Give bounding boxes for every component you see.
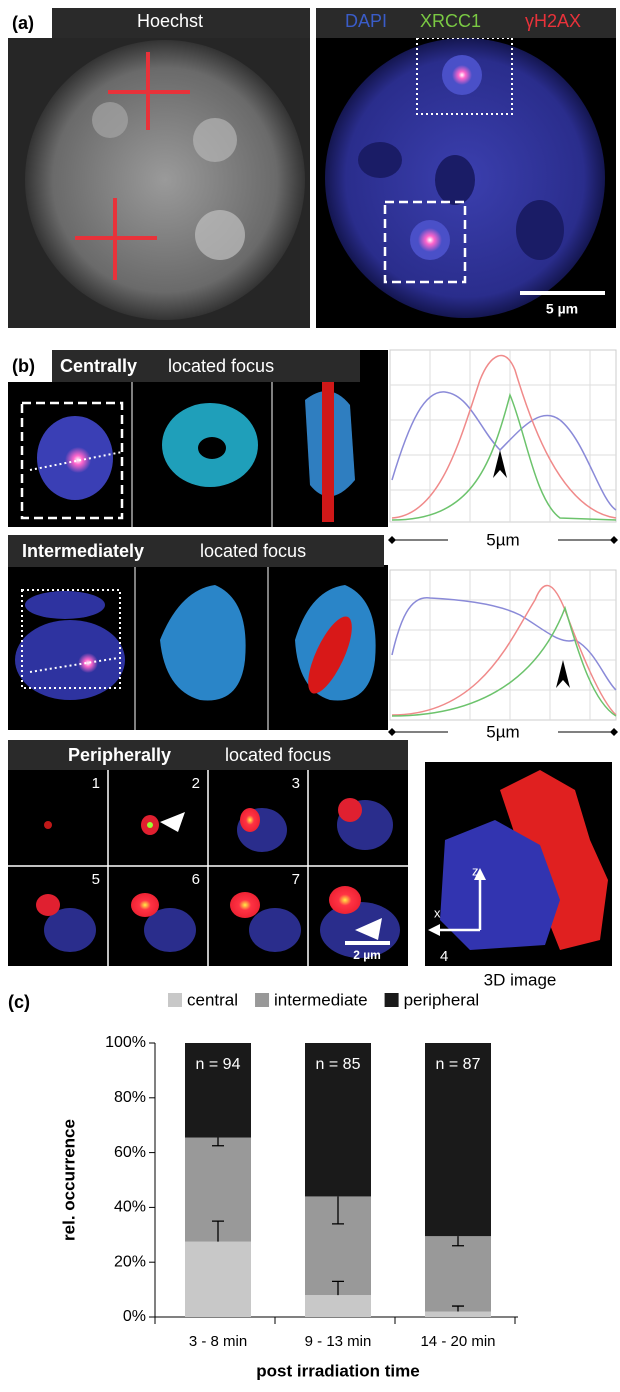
x-tick-label: 9 - 13 min xyxy=(305,1333,372,1350)
section-title: located focus xyxy=(200,541,306,561)
caption: 3D image xyxy=(484,970,557,989)
frame-number: 7 xyxy=(292,871,300,888)
panel-b-central: (b) Centrally located focus 5µm xyxy=(8,350,618,549)
frame-number: 3 xyxy=(292,775,300,792)
channel-title: Hoechst xyxy=(137,11,203,31)
figure: (a) Hoechst 5 µm DAPI XRCC1 γH2AX (b) Ce… xyxy=(0,0,620,1387)
channel-title: DAPI xyxy=(345,11,387,31)
annotation: n = 94 xyxy=(196,1056,241,1073)
panel-label: (b) xyxy=(12,356,35,376)
panel-label: (c) xyxy=(8,992,30,1012)
frame-number: 6 xyxy=(192,871,200,888)
section-title: located focus xyxy=(168,356,274,376)
legend-label: intermediate xyxy=(274,990,368,1009)
y-tick-label: 0% xyxy=(123,1308,146,1325)
frame-number: 1 xyxy=(92,775,100,792)
section-title: Intermediately xyxy=(22,541,144,561)
section-title: Peripherally xyxy=(68,745,171,765)
bar-segment xyxy=(425,1236,491,1311)
x-axis-label: post irradiation time xyxy=(256,1361,419,1380)
axis-label: z xyxy=(472,863,479,878)
axis-label: x xyxy=(434,905,441,920)
nucleus xyxy=(25,40,305,320)
bar-segment xyxy=(185,1242,251,1317)
y-tick-label: 40% xyxy=(114,1199,146,1216)
scale-bar-label: 5 µm xyxy=(546,301,578,317)
scale-bar-label: 2 µm xyxy=(353,948,381,962)
annotation: n = 85 xyxy=(316,1056,361,1073)
channel-title: XRCC1 xyxy=(420,11,481,31)
bar-segment xyxy=(305,1295,371,1317)
legend-swatch xyxy=(168,993,182,1007)
annotation: n = 87 xyxy=(436,1056,481,1073)
profile-scale: 5µm xyxy=(486,530,519,549)
x-tick-label: 14 - 20 min xyxy=(420,1333,495,1350)
legend-label: central xyxy=(187,990,238,1009)
bar-segment xyxy=(425,1312,491,1317)
profile-scale: 5µm xyxy=(486,722,519,741)
panel-b-intermediate: Intermediately located focus 5µm xyxy=(8,535,618,741)
channel-title: γH2AX xyxy=(525,11,581,31)
frame-number: 2 xyxy=(192,775,200,792)
y-tick-label: 60% xyxy=(114,1144,146,1161)
x-tick-label: 3 - 8 min xyxy=(189,1333,247,1350)
panel-label: (a) xyxy=(12,13,34,33)
frame-number: 5 xyxy=(92,871,100,888)
section-title: located focus xyxy=(225,745,331,765)
panel-a: (a) Hoechst 5 µm DAPI XRCC1 γH2AX xyxy=(8,8,616,328)
profile-plot xyxy=(390,350,616,522)
stacked-bar-chart: (c) rel. occurrence post irradiation tim… xyxy=(8,990,518,1380)
panel-peripheral: 2 µm 1 2 3 5 6 7 Peripherally located fo… xyxy=(8,740,612,989)
section-title: Centrally xyxy=(60,356,137,376)
y-tick-label: 80% xyxy=(114,1089,146,1106)
legend-label: peripheral xyxy=(404,990,480,1009)
y-tick-label: 100% xyxy=(105,1034,146,1051)
legend-swatch xyxy=(255,993,269,1007)
y-tick-label: 20% xyxy=(114,1253,146,1270)
legend-swatch xyxy=(385,993,399,1007)
frame-number: 4 xyxy=(440,948,448,965)
y-axis-label: rel. occurrence xyxy=(59,1119,78,1241)
